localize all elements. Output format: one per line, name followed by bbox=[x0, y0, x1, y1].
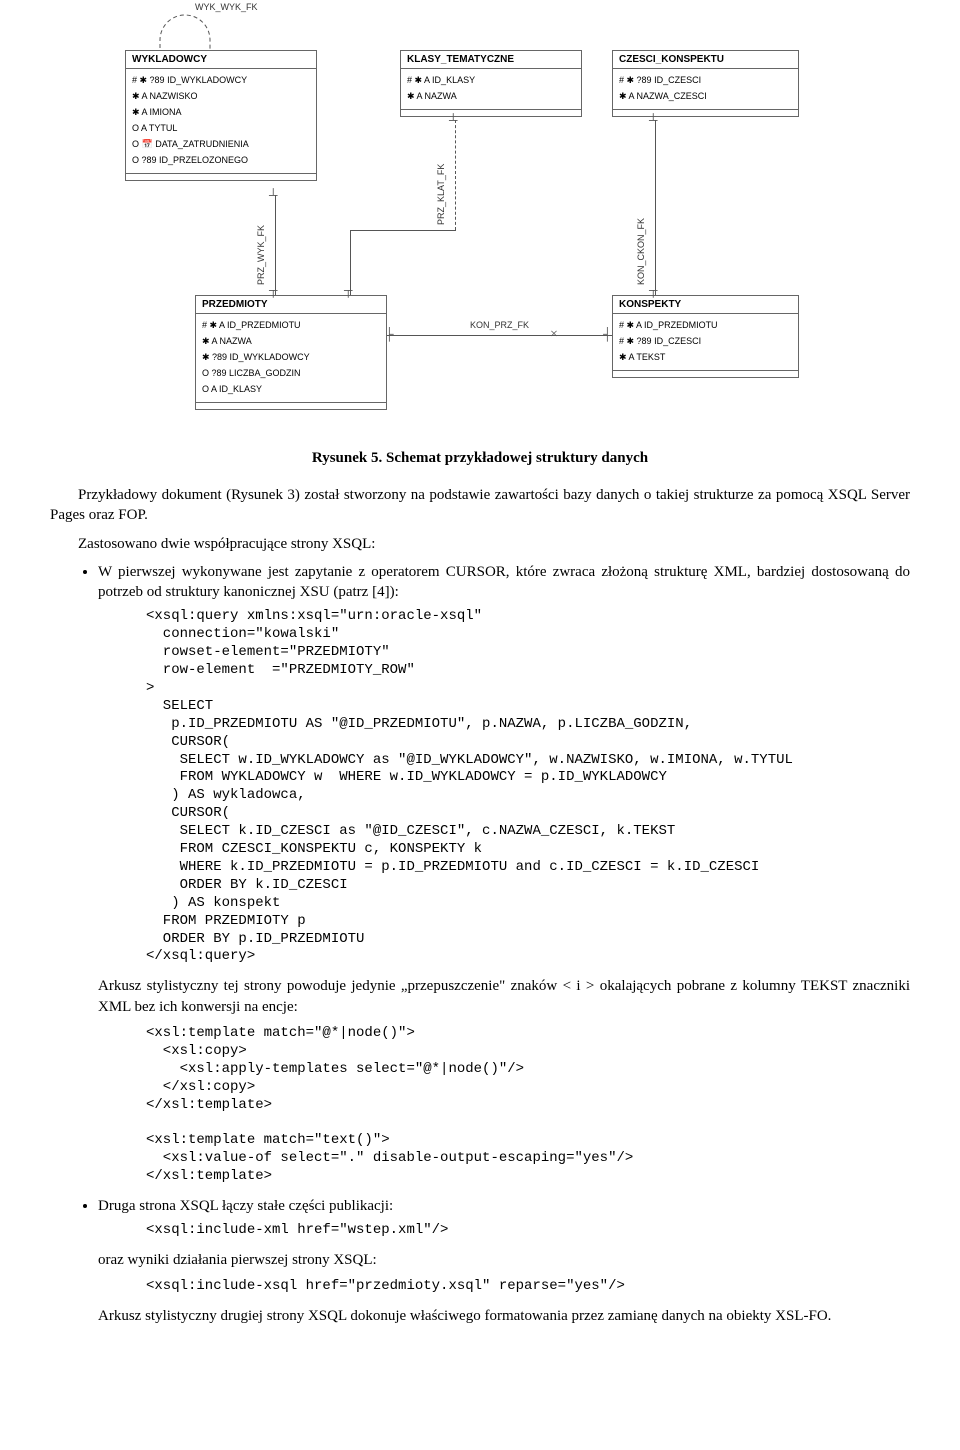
list-item: W pierwszej wykonywane jest zapytanie z … bbox=[98, 562, 910, 1186]
list-item: Druga strona XSQL łączy stałe części pub… bbox=[98, 1196, 910, 1327]
crow-tick: ┬ bbox=[344, 283, 353, 298]
figure-caption: Rysunek 5. Schemat przykładowej struktur… bbox=[50, 450, 910, 467]
entity-title: KLASY_TEMATYCZNE bbox=[407, 54, 514, 65]
entity-konspekty: KONSPEKTY # ✱ A ID_PRZEDMIOTU # ✱ ?89 ID… bbox=[612, 295, 799, 378]
bullet-list: W pierwszej wykonywane jest zapytanie z … bbox=[50, 562, 910, 1327]
entity-wykladowcy: WYKLADOWCY # ✱ ?89 ID_WYKLADOWCY ✱ A NAZ… bbox=[125, 50, 317, 181]
fk-label-self: WYK_WYK_FK bbox=[195, 2, 258, 12]
entity-czesci: CZESCI_KONSPEKTU # ✱ ?89 ID_CZESCI ✱ A N… bbox=[612, 50, 799, 117]
entity-attrs-czesci: # ✱ ?89 ID_CZESCI ✱ A NAZWA_CZESCI bbox=[613, 69, 798, 110]
crow-tick: ┴ bbox=[649, 113, 658, 128]
crow-tick: ┬ bbox=[269, 283, 278, 298]
intro-paragraph: Przykładowy dokument (Rysunek 3) został … bbox=[50, 485, 910, 526]
code-block-xsql-query: <xsql:query xmlns:xsql="urn:oracle-xsql"… bbox=[146, 608, 910, 966]
entity-title: WYKLADOWCY bbox=[132, 54, 207, 65]
connector bbox=[655, 120, 656, 295]
page: WYK_WYK_FK WYKLADOWCY # ✱ ?89 ID_WYKLADO… bbox=[0, 0, 960, 1375]
fk-label: KON_CKON_FK bbox=[636, 218, 646, 285]
connector bbox=[387, 335, 612, 336]
entity-przedmioty: PRZEDMIOTY # ✱ A ID_PRZEDMIOTU ✱ A NAZWA… bbox=[195, 295, 387, 410]
fk-label: PRZ_KLAT_FK bbox=[436, 164, 446, 225]
entity-title: PRZEDMIOTY bbox=[202, 299, 268, 310]
crow-tick: ┤ bbox=[603, 327, 612, 342]
connector bbox=[455, 120, 457, 230]
crow-tick: ├ bbox=[385, 327, 394, 342]
entity-title: CZESCI_KONSPEKTU bbox=[619, 54, 724, 65]
crow-tick: ┴ bbox=[449, 113, 458, 128]
xsql-paragraph: Zastosowano dwie współpracujące strony X… bbox=[50, 534, 910, 554]
entity-attrs-klasy: # ✱ A ID_KLASY ✱ A NAZWA bbox=[401, 69, 581, 110]
connector bbox=[275, 195, 276, 295]
paragraph: Arkusz stylistyczny tej strony powoduje … bbox=[98, 976, 910, 1017]
fk-label: PRZ_WYK_FK bbox=[256, 225, 266, 285]
entity-attrs-wykladowcy: # ✱ ?89 ID_WYKLADOWCY ✱ A NAZWISKO ✱ A I… bbox=[126, 69, 316, 174]
code-block-xsl-template: <xsl:template match="@*|node()"> <xsl:co… bbox=[146, 1025, 910, 1186]
paragraph: Arkusz stylistyczny drugiej strony XSQL … bbox=[98, 1306, 910, 1326]
entity-title: KONSPEKTY bbox=[619, 299, 681, 310]
fk-label: KON_PRZ_FK bbox=[470, 320, 529, 330]
paragraph: oraz wyniki działania pierwszej strony X… bbox=[98, 1250, 910, 1270]
er-diagram: WYK_WYK_FK WYKLADOWCY # ✱ ?89 ID_WYKLADO… bbox=[50, 0, 910, 440]
entity-attrs-przedmioty: # ✱ A ID_PRZEDMIOTU ✱ A NAZWA ✱ ?89 ID_W… bbox=[196, 314, 386, 403]
crow-tick: ┬ bbox=[649, 283, 658, 298]
crow-tick: ┴ bbox=[269, 188, 278, 203]
code-block-include-xml: <xsql:include-xml href="wstep.xml"/> bbox=[146, 1222, 910, 1240]
code-block-include-xsql: <xsql:include-xsql href="przedmioty.xsql… bbox=[146, 1278, 910, 1296]
connector bbox=[350, 230, 456, 231]
crow-tick: × bbox=[550, 327, 558, 343]
entity-klasy: KLASY_TEMATYCZNE # ✱ A ID_KLASY ✱ A NAZW… bbox=[400, 50, 582, 117]
entity-attrs-konspekty: # ✱ A ID_PRZEDMIOTU # ✱ ?89 ID_CZESCI ✱ … bbox=[613, 314, 798, 371]
